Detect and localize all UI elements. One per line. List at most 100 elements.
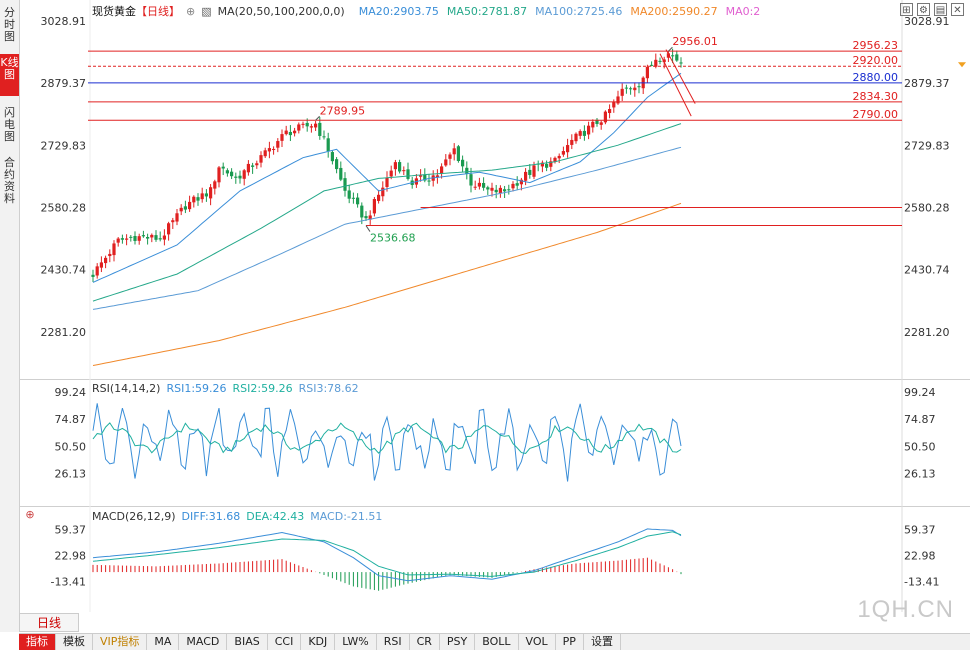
candle-body <box>305 122 309 127</box>
candle-body <box>209 187 213 199</box>
layout-icon[interactable]: ▤ <box>934 3 947 16</box>
candle-body <box>482 182 486 188</box>
candle-body <box>318 122 322 136</box>
trend-line <box>665 49 696 104</box>
trend-line <box>659 53 692 117</box>
candle-body <box>528 169 532 175</box>
indicator-tab-macd[interactable]: MACD <box>179 634 228 650</box>
ma-icon: ▧ <box>201 5 212 18</box>
indicator-tab-kdj[interactable]: KDJ <box>301 634 336 650</box>
price-tick-left: 2281.20 <box>41 326 87 339</box>
candle-body <box>326 138 330 152</box>
candle-body <box>675 54 679 61</box>
indicator-tab-cr[interactable]: CR <box>410 634 440 650</box>
candle-body <box>498 187 502 194</box>
candle-body <box>519 179 523 185</box>
price-tick-left: 2580.28 <box>41 201 87 214</box>
indicator-tab-1[interactable]: 模板 <box>56 634 93 650</box>
rsi-tick-left: 50.50 <box>55 440 87 453</box>
ma-value-1: MA50:2781.87 <box>446 5 528 18</box>
period-button[interactable]: 日线 <box>19 613 79 632</box>
candle-body <box>125 238 129 240</box>
candle-body <box>343 178 347 191</box>
macd-tick-right: 22.98 <box>904 550 936 563</box>
indicator-tab-ma[interactable]: MA <box>147 634 180 650</box>
indicator-tab-cci[interactable]: CCI <box>268 634 302 650</box>
indicator-tab-pp[interactable]: PP <box>556 634 584 650</box>
macd-tick-left: 22.98 <box>55 550 87 563</box>
price-tick-right: 2729.83 <box>904 139 950 152</box>
price-tick-left: 2430.74 <box>41 264 87 277</box>
candle-body <box>377 194 381 201</box>
candle-body <box>246 163 250 173</box>
sidebar-tab-0[interactable]: 分时图 <box>4 6 15 43</box>
rsi-tick-left: 26.13 <box>55 468 87 481</box>
indicator-tab-bias[interactable]: BIAS <box>227 634 268 650</box>
candle-body <box>624 87 628 89</box>
period-label: 【日线】 <box>136 5 180 18</box>
ma-value-4: MA0:2 <box>725 5 761 18</box>
candle-body <box>393 162 397 170</box>
price-tick-right: 3028.91 <box>904 15 950 28</box>
candle-body <box>171 220 175 223</box>
candle-body <box>238 175 242 179</box>
grid-icon[interactable]: ⊞ <box>900 3 913 16</box>
sidebar-tab-2[interactable]: 闪电图 <box>4 106 15 143</box>
indicator-tab-psy[interactable]: PSY <box>440 634 476 650</box>
indicator-tab-rsi[interactable]: RSI <box>377 634 410 650</box>
candle-body <box>167 223 171 235</box>
sidebar-tab-1[interactable]: K线图 <box>0 54 19 96</box>
candle-body <box>347 190 351 199</box>
candle-body <box>314 123 318 128</box>
candle-body <box>217 167 221 183</box>
candle-body <box>490 187 494 191</box>
rsi-tick-left: 99.24 <box>55 386 87 399</box>
indicator-tab-15[interactable]: 设置 <box>584 634 621 650</box>
side-tab-bar: 分时图 K线图闪电图合约资料 <box>0 0 20 632</box>
macd-tick-left: 59.37 <box>55 523 87 536</box>
candle-body <box>444 159 448 166</box>
price-tick-left: 2879.37 <box>41 77 87 90</box>
candle-body <box>629 88 633 90</box>
indicator-tab-vol[interactable]: VOL <box>519 634 556 650</box>
candle-body <box>494 189 498 193</box>
indicator-tab-lw[interactable]: LW% <box>335 634 377 650</box>
candle-body <box>221 166 225 169</box>
indicator-tab-0[interactable]: 指标 <box>19 634 56 650</box>
rsi-tick-left: 74.87 <box>55 413 87 426</box>
price-tick-right: 2580.28 <box>904 201 950 214</box>
period-bar: 日线 <box>19 613 970 633</box>
candle-body <box>263 150 267 157</box>
price-tick-left: 2729.83 <box>41 139 87 152</box>
candle-body <box>91 274 95 277</box>
indicator-tab-vip[interactable]: VIP指标 <box>93 634 148 650</box>
candle-body <box>137 236 141 241</box>
candle-body <box>364 216 368 219</box>
candle-body <box>99 262 103 268</box>
macd-header: MACD(26,12,9) DIFF:31.68 DEA:42.43 MACD:-21… <box>92 510 382 523</box>
macd-tick-left: -13.41 <box>51 576 86 589</box>
settings-icon[interactable]: ⚙ <box>917 3 930 16</box>
candle-body <box>616 96 620 104</box>
chart-canvas[interactable]: 3028.91 3028.91 2879.37 2879.37 2729.83 2729.… <box>0 0 970 612</box>
candle-body <box>469 174 473 186</box>
candle-body <box>284 130 288 135</box>
candle-body <box>309 126 313 128</box>
level-label-2: 2880.00 <box>853 71 899 84</box>
sidebar-tab-3[interactable]: 合约资料 <box>4 156 15 205</box>
candle-body <box>108 253 112 257</box>
indicator-tab-boll[interactable]: BOLL <box>475 634 519 650</box>
candle-body <box>288 131 292 136</box>
ma-settings-icon[interactable]: ⊕ <box>186 5 196 18</box>
candle-body <box>662 59 666 63</box>
candle-body <box>578 131 582 136</box>
candle-body <box>650 64 654 66</box>
candle-body <box>574 133 578 142</box>
price-tick-left: 3028.91 <box>41 15 87 28</box>
candle-body <box>553 157 557 162</box>
candle-body <box>582 130 586 136</box>
candle-body <box>595 119 599 124</box>
candle-body <box>402 170 406 172</box>
close-icon[interactable]: ✕ <box>951 3 964 16</box>
candle-body <box>104 257 108 264</box>
